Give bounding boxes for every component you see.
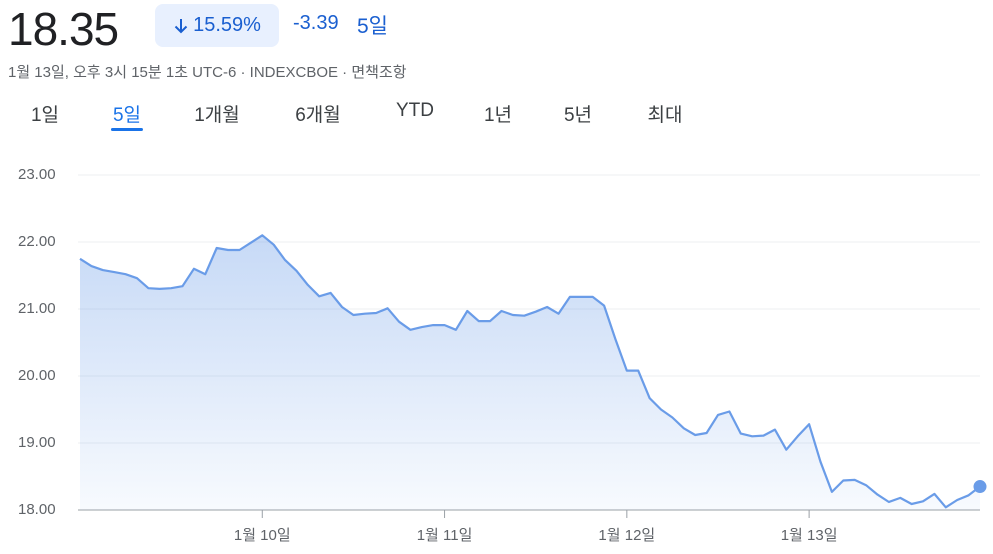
- area-fill: [80, 235, 980, 511]
- range-tab[interactable]: 최대: [647, 105, 683, 126]
- change: -3.39: [293, 12, 339, 34]
- y-tick-label: 19.00: [18, 434, 56, 451]
- down-arrow-icon: [174, 18, 188, 33]
- subtitle: 1월 13일, 오후 3시 15분 1초 UTC-6 · INDEXCBOE ·…: [8, 64, 407, 81]
- range-tab[interactable]: 6개월: [295, 105, 341, 126]
- price-line: [79, 234, 981, 509]
- y-tick-label: 18.00: [18, 501, 56, 518]
- last-point: [973, 480, 987, 494]
- y-tick-label: 20.00: [18, 367, 56, 384]
- range-tab[interactable]: 1년: [483, 105, 513, 126]
- x-tick-label: 1월 11일: [417, 527, 473, 544]
- price: 18.35: [8, 3, 119, 55]
- range-tab[interactable]: 1개월: [194, 105, 240, 126]
- x-tick-label: 1월 13일: [781, 527, 838, 544]
- range-tabs: 1일 5일 1개월 6개월 YTD 1년 5년 최대: [0, 98, 993, 134]
- y-tick-label: 21.00: [18, 300, 56, 317]
- y-tick-label: 23.00: [18, 166, 56, 183]
- period: 5일: [357, 15, 388, 38]
- range-tab[interactable]: 1일: [30, 105, 60, 126]
- x-tick-label: 1월 10일: [234, 527, 291, 544]
- range-tab[interactable]: YTD: [396, 100, 434, 121]
- x-tick-label: 1월 12일: [598, 527, 655, 544]
- range-tab[interactable]: 5년: [563, 105, 593, 126]
- change-badge: 15.59%: [155, 4, 279, 47]
- change-percent: 15.59%: [193, 14, 261, 36]
- y-tick-label: 22.00: [18, 233, 56, 250]
- range-tab[interactable]: 5일: [110, 100, 144, 131]
